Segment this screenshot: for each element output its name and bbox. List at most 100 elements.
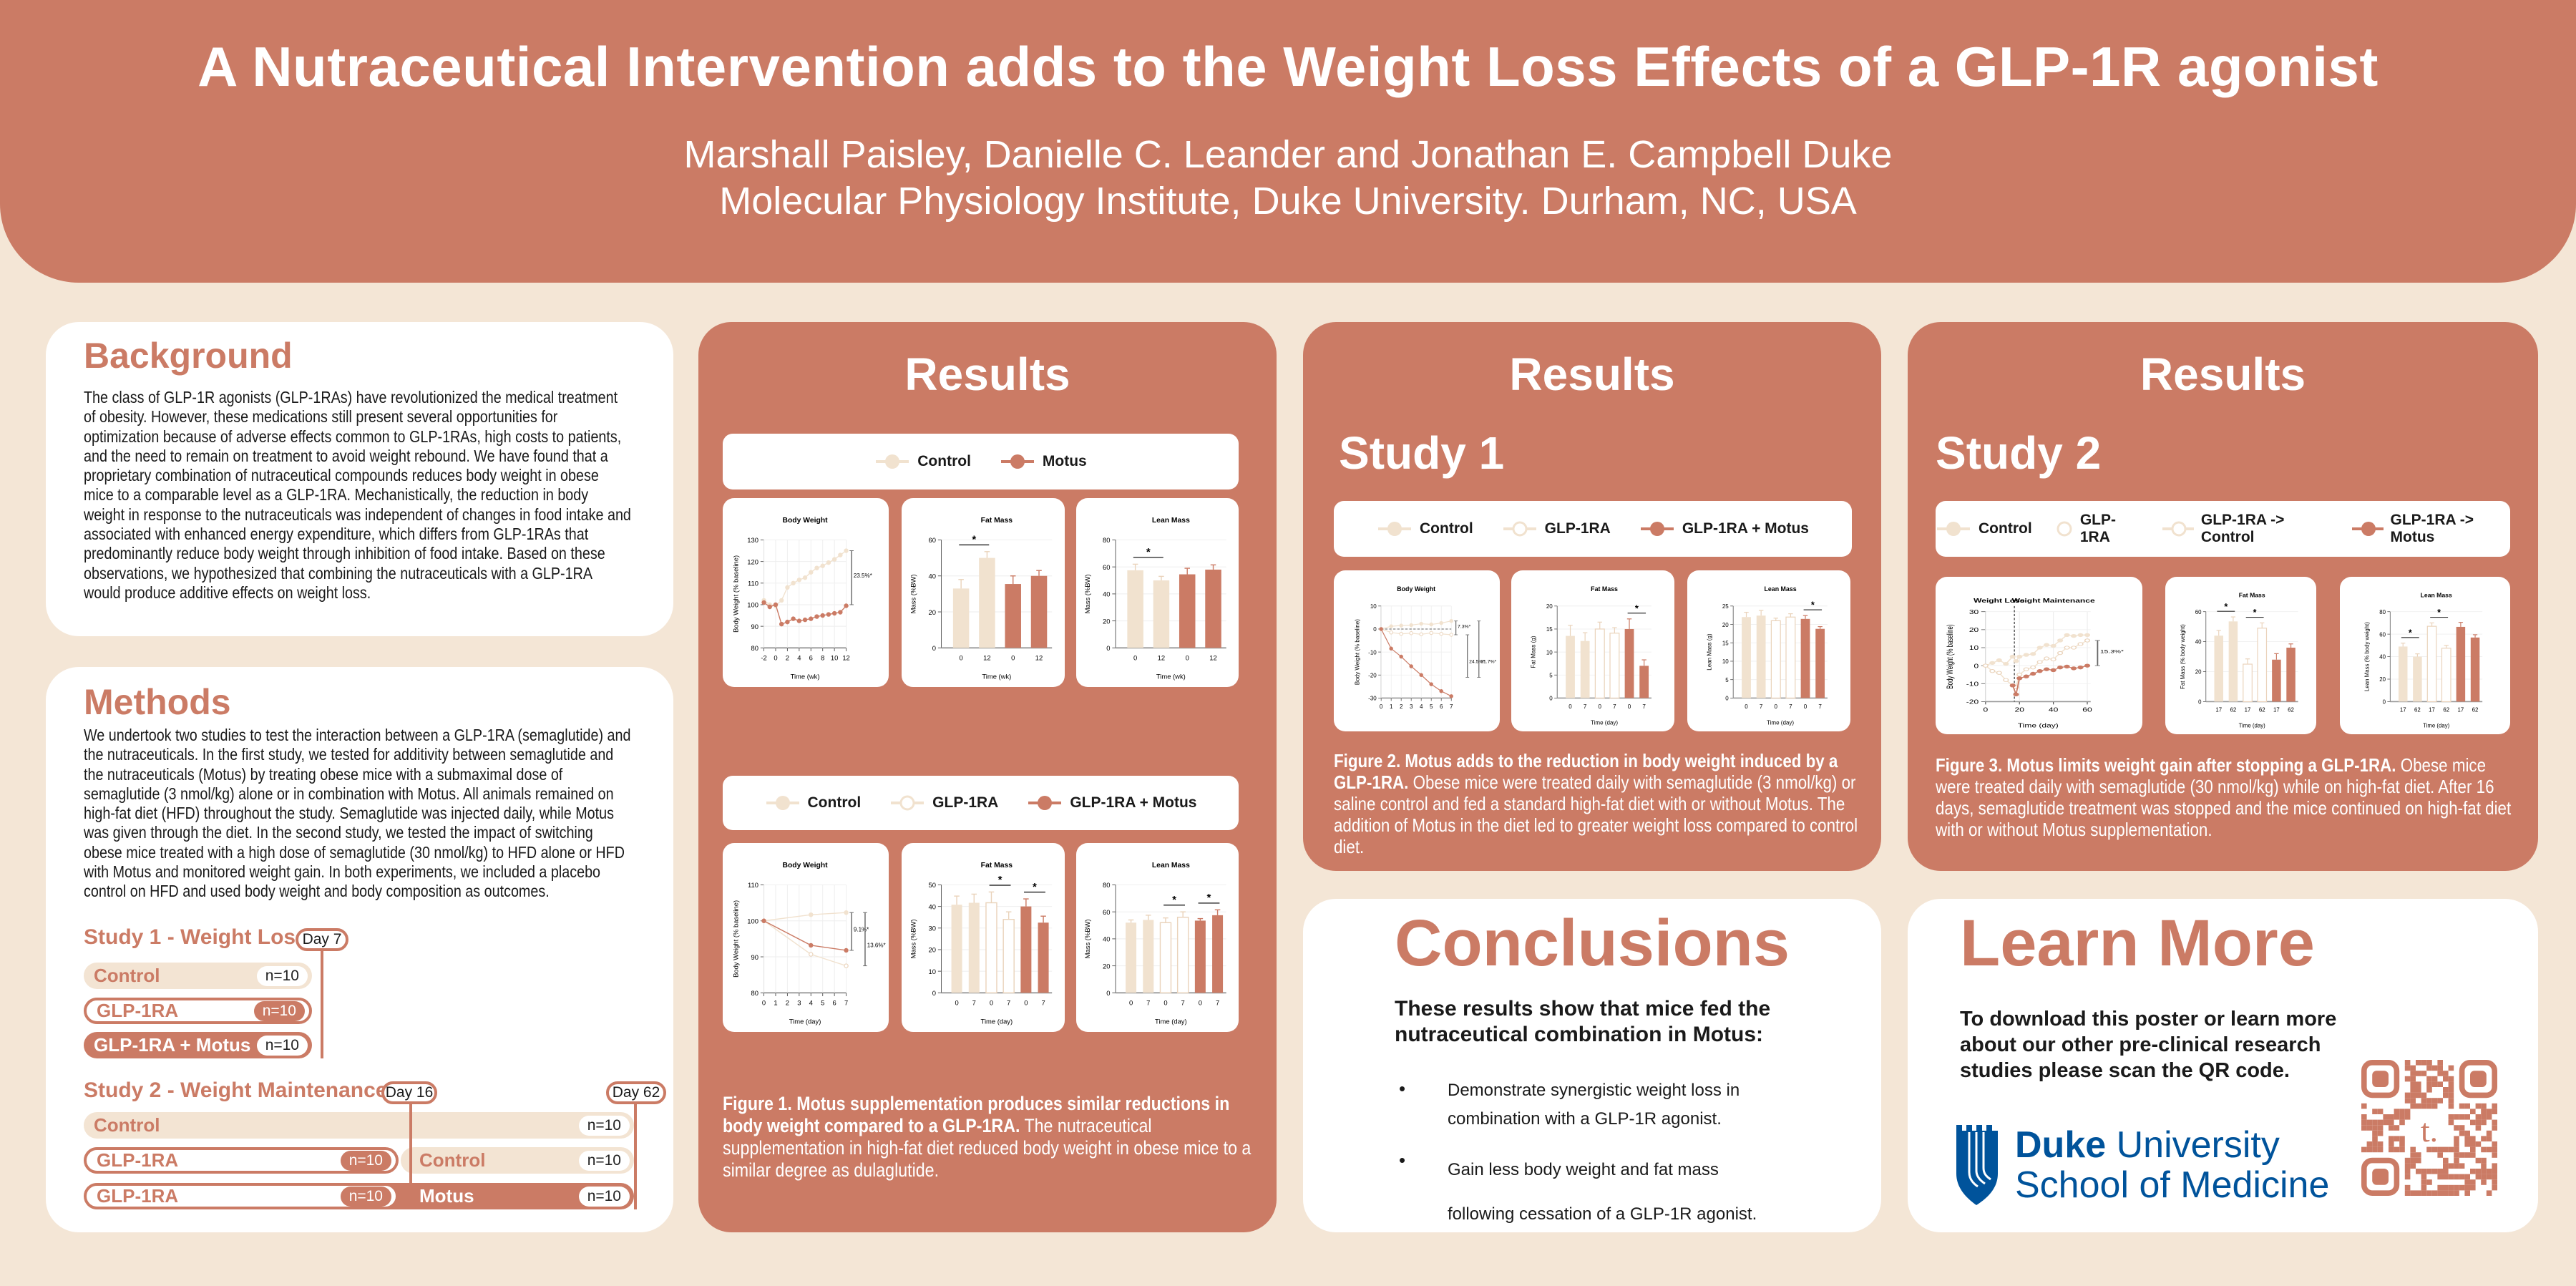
qr-module [2404, 1163, 2411, 1169]
y-tick-label: 20 [2195, 669, 2202, 676]
qr-module [2377, 1119, 2384, 1126]
qr-module [2470, 1141, 2476, 1147]
x-tick-label: 4 [1420, 703, 1423, 710]
y-tick-label: 60 [1103, 908, 1110, 916]
bar [1005, 584, 1021, 648]
chart-panel: Body Weight 80 90 100 110 Body Weight (% base… [723, 843, 889, 1032]
data-point [1399, 623, 1403, 628]
study2-day16-marker: Day 16 [381, 1081, 437, 1104]
qr-module [2464, 1103, 2470, 1109]
bar [985, 902, 997, 994]
qr-module [2486, 1114, 2492, 1120]
y-tick-label: -20 [1966, 699, 1979, 706]
bar [1020, 906, 1032, 993]
x-tick-label: 0 [774, 653, 777, 661]
qr-module [2410, 1146, 2416, 1153]
qr-module [2394, 1109, 2400, 1114]
y-tick-label: 20 [929, 946, 936, 954]
qr-module [2448, 1163, 2454, 1169]
legend-marker-open-icon [891, 795, 924, 811]
qr-code[interactable]: t. [2361, 1060, 2497, 1196]
learn-more-heading: Learn More [1960, 907, 2315, 980]
qr-module [2492, 1179, 2497, 1185]
chart-title: Fat Mass [2239, 591, 2265, 598]
data-point [1379, 627, 1383, 631]
data-point [1389, 624, 1393, 628]
chart-title: Lean Mass [2421, 591, 2452, 598]
data-point [796, 578, 802, 583]
background-card: Background The class of GLP-1R agonists … [46, 322, 673, 636]
qr-module [2464, 1190, 2470, 1196]
qr-module [2475, 1125, 2482, 1131]
qr-module [2431, 1081, 2438, 1087]
phase-label: Weight Maintenance [2012, 598, 2095, 605]
x-axis-label: Time (day) [2423, 723, 2450, 729]
annotation-label: 9.1%* [854, 927, 869, 933]
data-point [2070, 633, 2077, 638]
qr-finder [2361, 1060, 2400, 1099]
poster-title: A Nutraceutical Intervention adds to the… [197, 35, 2379, 98]
x-tick-label: 62 [2472, 707, 2479, 713]
data-point [1439, 631, 1443, 636]
qr-module [2426, 1190, 2432, 1196]
data-point [2050, 643, 2057, 648]
qr-module [2454, 1152, 2459, 1158]
x-tick-label: 7 [1642, 703, 1646, 710]
data-point [1399, 631, 1403, 636]
y-tick-label: 80 [751, 989, 758, 997]
x-tick-label: 3 [797, 998, 801, 1006]
y-tick-label: 20 [1722, 622, 1729, 628]
qr-module [2389, 1136, 2394, 1141]
study2-day62-line [634, 1102, 637, 1209]
data-point [779, 598, 784, 603]
x-tick-label: 3 [1410, 703, 1413, 710]
qr-module [2416, 1157, 2421, 1164]
qr-module [2426, 1146, 2432, 1153]
bar [1815, 628, 1825, 698]
qr-module [2492, 1109, 2497, 1114]
y-axis-label: Body Weight (% baseline) [732, 900, 740, 978]
fig2-lean-mass-chart: Lean Mass 0 5 10 15 20 25 Lean Mass (g) Time (da… [1707, 585, 1828, 726]
qr-module [2454, 1125, 2459, 1131]
y-tick-label: 60 [1103, 563, 1110, 571]
chart-title: Fat Mass [1591, 585, 1618, 593]
x-tick-label: 0 [1745, 703, 1748, 710]
qr-module [2416, 1103, 2421, 1109]
qr-module [2492, 1125, 2497, 1131]
caption-text: Obese mice were treated daily with semag… [1334, 771, 1858, 857]
data-point [2064, 633, 2070, 638]
x-tick-label: 4 [809, 998, 813, 1006]
x-tick-label: 7 [1818, 703, 1822, 710]
y-tick-label: 10 [1370, 603, 1377, 610]
results-heading: Results [904, 349, 1070, 400]
x-axis-label: Time (day) [981, 1018, 1013, 1026]
qr-module [2470, 1152, 2476, 1158]
qr-module [2361, 1103, 2367, 1109]
bullet-icon: • [1399, 1078, 1406, 1099]
methods-heading: Methods [84, 682, 231, 722]
qr-module [2421, 1060, 2427, 1066]
chart-panel: Lean Mass 0 20 40 60 80 Mass (%BW) Time (wk) 0 12… [1076, 498, 1239, 687]
bar [1639, 666, 1649, 698]
bar [1212, 915, 1224, 993]
qr-module [2421, 1103, 2427, 1109]
qr-module [2475, 1103, 2482, 1109]
qr-module [2372, 1141, 2378, 1147]
duke-logo: Duke University School of Medicine [1955, 1124, 2329, 1206]
qr-module [2431, 1190, 2438, 1196]
qr-module [2448, 1146, 2454, 1153]
qr-module [2470, 1146, 2476, 1153]
x-tick-label: 60 [2082, 707, 2092, 713]
legend-item-motus: Motus [1000, 453, 1087, 470]
qr-module [2416, 1071, 2421, 1076]
bar [1153, 580, 1170, 648]
y-tick-label: 120 [747, 557, 758, 565]
y-tick-label: 60 [929, 536, 936, 544]
y-tick-label: 60 [2379, 631, 2386, 638]
legend-item-control: Control [765, 794, 861, 812]
data-point [1409, 623, 1413, 628]
group-n: n=10 [253, 1000, 305, 1021]
qr-module [2454, 1136, 2459, 1141]
qr-module [2426, 1098, 2432, 1104]
